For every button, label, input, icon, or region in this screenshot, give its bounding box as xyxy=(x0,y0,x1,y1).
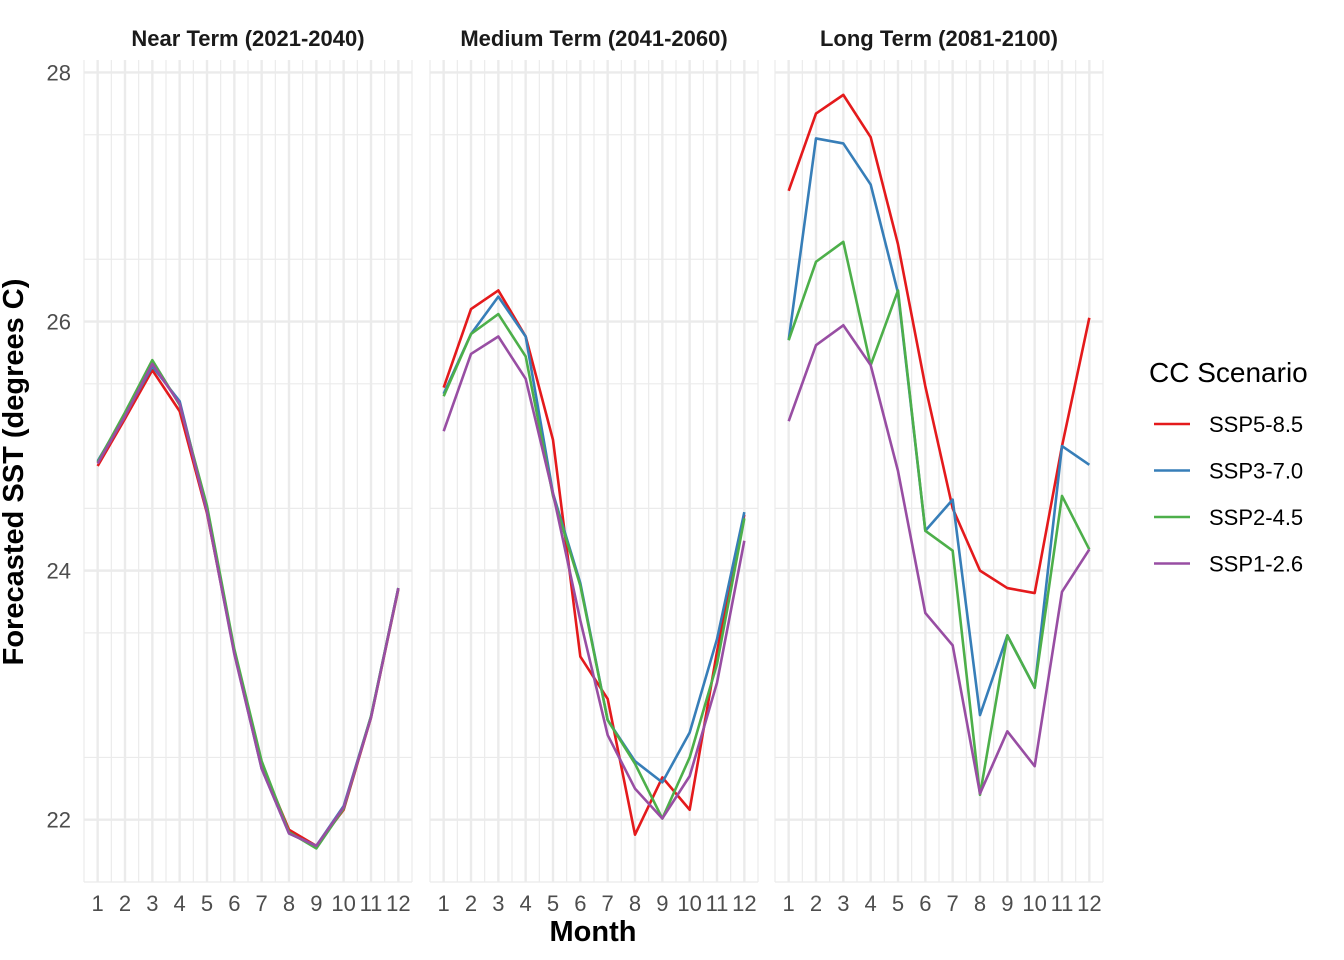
x-tick-label: 5 xyxy=(892,891,904,916)
x-tick-label: 12 xyxy=(1077,891,1101,916)
x-tick-label: 11 xyxy=(360,891,383,916)
x-tick-label: 4 xyxy=(174,891,186,916)
x-tick-label: 8 xyxy=(974,891,986,916)
series-line xyxy=(442,312,746,820)
y-axis: 22 24 26 28 xyxy=(47,60,71,832)
x-tick-label: 9 xyxy=(656,891,668,916)
y-tick-label: 22 xyxy=(47,808,71,833)
series-line xyxy=(442,335,746,820)
x-tick-label: 10 xyxy=(1022,891,1046,916)
x-tick-label: 6 xyxy=(574,891,586,916)
y-axis-title: Forecasted SST (degrees C) xyxy=(0,279,30,666)
legend-title: CC Scenario xyxy=(1149,357,1308,388)
x-tick-label: 3 xyxy=(837,891,849,916)
x-tick-label: 6 xyxy=(919,891,931,916)
x-tick-label: 7 xyxy=(602,891,614,916)
x-tick-label: 9 xyxy=(1001,891,1013,916)
x-tick-label: 2 xyxy=(119,891,131,916)
facet-title: Long Term (2081-2100) xyxy=(820,26,1058,51)
legend-label: SSP5-8.5 xyxy=(1209,412,1303,437)
y-tick-label: 26 xyxy=(47,310,71,335)
x-tick-label: 3 xyxy=(492,891,504,916)
x-tick-label: 2 xyxy=(810,891,822,916)
x-axis-title: Month xyxy=(550,916,637,948)
series-line xyxy=(787,93,1091,595)
facet-title: Near Term (2021-2040) xyxy=(131,26,364,51)
legend-label: SSP1-2.6 xyxy=(1209,552,1303,577)
legend-label: SSP3-7.0 xyxy=(1209,459,1303,484)
x-tick-label: 11 xyxy=(1051,891,1074,916)
series-line xyxy=(787,323,1091,795)
x-tick-label: 4 xyxy=(520,891,532,916)
x-tick-label: 9 xyxy=(310,891,322,916)
y-tick-label: 28 xyxy=(47,60,71,85)
x-tick-label: 5 xyxy=(201,891,213,916)
x-tick-label: 3 xyxy=(146,891,158,916)
series-line xyxy=(96,362,400,848)
x-tick-label: 10 xyxy=(677,891,701,916)
x-tick-label: 2 xyxy=(465,891,477,916)
x-tick-label: 12 xyxy=(386,891,410,916)
x-tick-label: 4 xyxy=(865,891,877,916)
x-tick-label: 11 xyxy=(706,891,729,916)
legend: CC Scenario SSP5-8.5 SSP3-7.0 SSP2-4.5 SSP1… xyxy=(1149,357,1308,577)
x-tick-label: 7 xyxy=(256,891,268,916)
x-tick-label: 10 xyxy=(331,891,355,916)
x-tick-label: 1 xyxy=(92,891,104,916)
legend-label: SSP2-4.5 xyxy=(1209,505,1303,530)
x-tick-label: 6 xyxy=(228,891,240,916)
y-tick-label: 24 xyxy=(47,559,71,584)
x-tick-label: 8 xyxy=(629,891,641,916)
x-tick-label: 8 xyxy=(283,891,295,916)
x-tick-label: 12 xyxy=(732,891,756,916)
facet-title: Medium Term (2041-2060) xyxy=(460,26,727,51)
x-tick-label: 1 xyxy=(438,891,450,916)
series-line xyxy=(787,240,1091,797)
x-tick-label: 5 xyxy=(547,891,559,916)
x-tick-label: 7 xyxy=(947,891,959,916)
x-tick-label: 1 xyxy=(783,891,795,916)
legend-entries: SSP5-8.5 SSP3-7.0 SSP2-4.5 SSP1-2.6 xyxy=(1154,412,1303,577)
